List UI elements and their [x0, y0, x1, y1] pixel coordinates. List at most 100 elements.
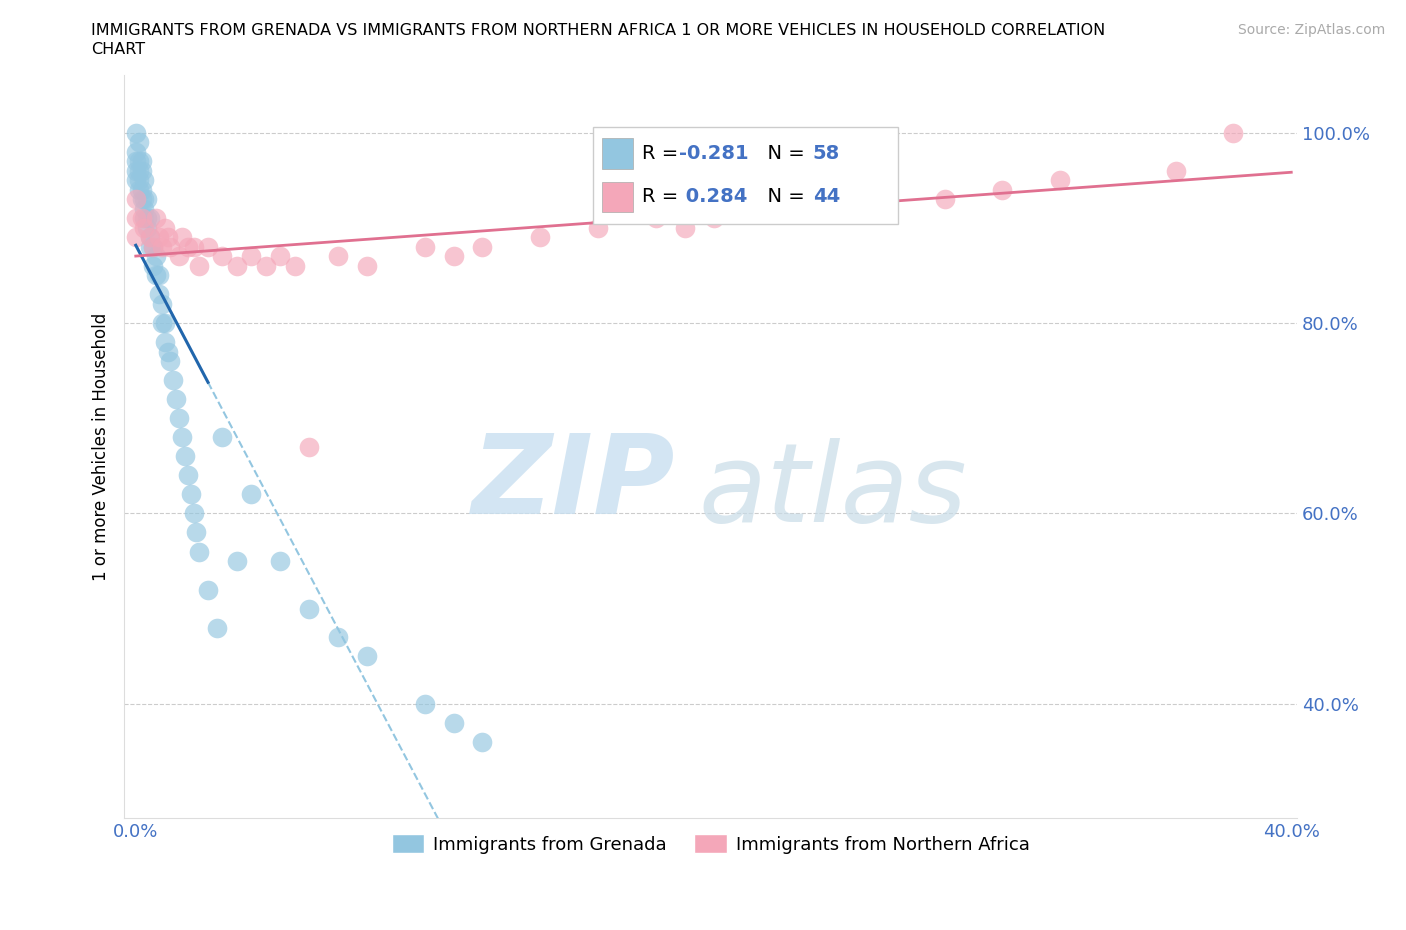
- Point: [225, 259, 247, 273]
- Point: [134, 211, 156, 226]
- Point: [131, 182, 153, 197]
- Point: [139, 230, 162, 245]
- Point: [131, 192, 153, 206]
- Point: [148, 230, 170, 245]
- Point: [673, 220, 696, 235]
- Point: [165, 392, 187, 406]
- Point: [269, 553, 291, 568]
- Point: [167, 411, 190, 426]
- Point: [145, 268, 167, 283]
- Point: [269, 249, 291, 264]
- Point: [298, 601, 321, 616]
- Point: [529, 230, 551, 245]
- Point: [240, 487, 263, 502]
- Point: [142, 239, 165, 254]
- Point: [818, 192, 841, 206]
- Point: [134, 201, 156, 216]
- Point: [413, 239, 436, 254]
- Point: [128, 153, 150, 168]
- Point: [125, 230, 148, 245]
- Y-axis label: 1 or more Vehicles in Household: 1 or more Vehicles in Household: [93, 312, 110, 581]
- Point: [134, 220, 156, 235]
- Point: [471, 239, 494, 254]
- Point: [139, 230, 162, 245]
- Point: [153, 335, 176, 350]
- Point: [205, 620, 228, 635]
- Point: [125, 164, 148, 179]
- Point: [128, 164, 150, 179]
- Point: [183, 506, 205, 521]
- Point: [702, 211, 724, 226]
- Point: [586, 220, 609, 235]
- Point: [197, 582, 219, 597]
- Text: IMMIGRANTS FROM GRENADA VS IMMIGRANTS FROM NORTHERN AFRICA 1 OR MORE VEHICLES IN: IMMIGRANTS FROM GRENADA VS IMMIGRANTS FR…: [91, 23, 1105, 38]
- Point: [188, 544, 211, 559]
- Text: Source: ZipAtlas.com: Source: ZipAtlas.com: [1237, 23, 1385, 37]
- Point: [128, 135, 150, 150]
- Point: [125, 153, 148, 168]
- Point: [145, 211, 167, 226]
- Point: [136, 220, 159, 235]
- Point: [443, 249, 465, 264]
- Point: [298, 439, 321, 454]
- Point: [150, 315, 173, 330]
- Point: [153, 315, 176, 330]
- Point: [134, 192, 156, 206]
- Point: [142, 259, 165, 273]
- Point: [177, 468, 200, 483]
- Text: atlas: atlas: [699, 438, 967, 545]
- Point: [356, 259, 378, 273]
- Point: [413, 697, 436, 711]
- Point: [148, 287, 170, 302]
- Point: [761, 201, 783, 216]
- Point: [131, 164, 153, 179]
- Point: [125, 211, 148, 226]
- Point: [170, 230, 193, 245]
- Point: [136, 211, 159, 226]
- Point: [183, 239, 205, 254]
- Point: [159, 353, 181, 368]
- Point: [934, 192, 956, 206]
- Point: [173, 449, 195, 464]
- Point: [159, 239, 181, 254]
- Point: [211, 249, 233, 264]
- Point: [150, 239, 173, 254]
- Point: [128, 182, 150, 197]
- Point: [125, 173, 148, 188]
- Point: [136, 192, 159, 206]
- Point: [180, 487, 202, 502]
- Point: [1049, 173, 1071, 188]
- Point: [197, 239, 219, 254]
- Text: CHART: CHART: [91, 42, 145, 57]
- Point: [443, 715, 465, 730]
- Point: [186, 525, 208, 540]
- Point: [225, 553, 247, 568]
- Point: [156, 230, 179, 245]
- Point: [162, 373, 184, 388]
- Point: [326, 249, 349, 264]
- Point: [150, 297, 173, 312]
- Point: [125, 192, 148, 206]
- Point: [356, 649, 378, 664]
- Point: [240, 249, 263, 264]
- Point: [1222, 126, 1244, 140]
- Point: [125, 126, 148, 140]
- Point: [134, 173, 156, 188]
- Point: [471, 735, 494, 750]
- Point: [148, 268, 170, 283]
- Point: [991, 182, 1014, 197]
- Point: [125, 144, 148, 159]
- Point: [128, 173, 150, 188]
- Point: [254, 259, 277, 273]
- Point: [876, 182, 898, 197]
- Point: [139, 239, 162, 254]
- Point: [145, 249, 167, 264]
- Point: [644, 211, 666, 226]
- Point: [170, 430, 193, 445]
- Point: [139, 211, 162, 226]
- Point: [284, 259, 307, 273]
- Point: [188, 259, 211, 273]
- Point: [156, 344, 179, 359]
- Point: [167, 249, 190, 264]
- Point: [326, 630, 349, 644]
